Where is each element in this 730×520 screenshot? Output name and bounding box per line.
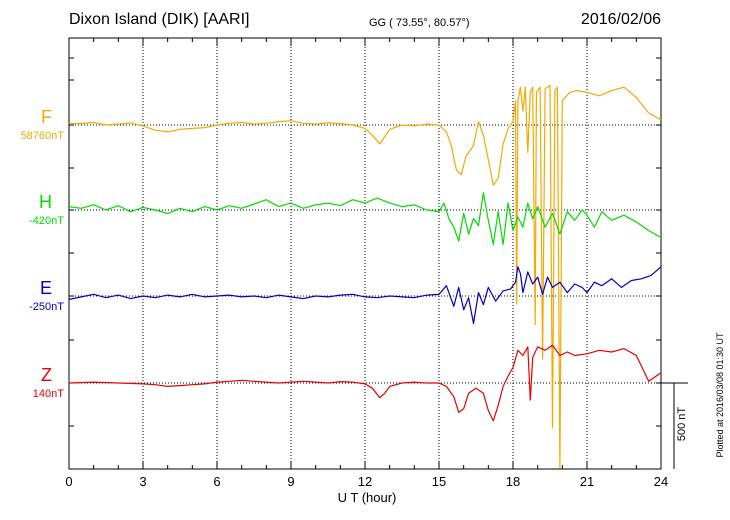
x-tick-label: 15 [431,474,447,489]
channel-label-f: F [41,107,52,127]
series-lines [68,84,662,469]
x-tick-label: 3 [139,474,147,489]
series-line-z [68,344,662,422]
x-tick-label: 21 [579,474,595,489]
plotted-note: Plotted at 2016/03/08 01:30 UT [715,332,725,458]
series-line-f [68,84,662,469]
station-coordinates: GG ( 73.55°, 80.57°) [369,17,470,29]
baseline-value-f: 58760nT [20,130,64,142]
series-line-e [68,266,662,325]
scale-bar-label: 500 nT [676,406,688,442]
x-tick-label: 0 [65,474,73,489]
baseline-value-e: -250nT [29,301,64,313]
scale-bar [661,382,688,469]
channel-label-h: H [39,192,52,212]
x-tick-label: 18 [505,474,521,489]
x-tick-label: 12 [357,474,373,489]
plot-date: 2016/02/06 [580,11,661,28]
x-tick-label: 9 [287,474,295,489]
grid [142,38,588,469]
x-tick-label: 6 [213,474,221,489]
x-axis-ticks [68,38,662,469]
x-tick-label: 24 [653,474,669,489]
baseline-value-h: -420nT [29,215,64,227]
x-axis-label: U T (hour) [337,490,397,505]
series-line-h [68,192,662,245]
station-title: Dixon Island (DIK) [AARI] [69,11,250,28]
channel-label-z: Z [41,365,52,385]
channel-label-e: E [39,278,52,298]
baseline-value-z: 140nT [32,388,64,400]
